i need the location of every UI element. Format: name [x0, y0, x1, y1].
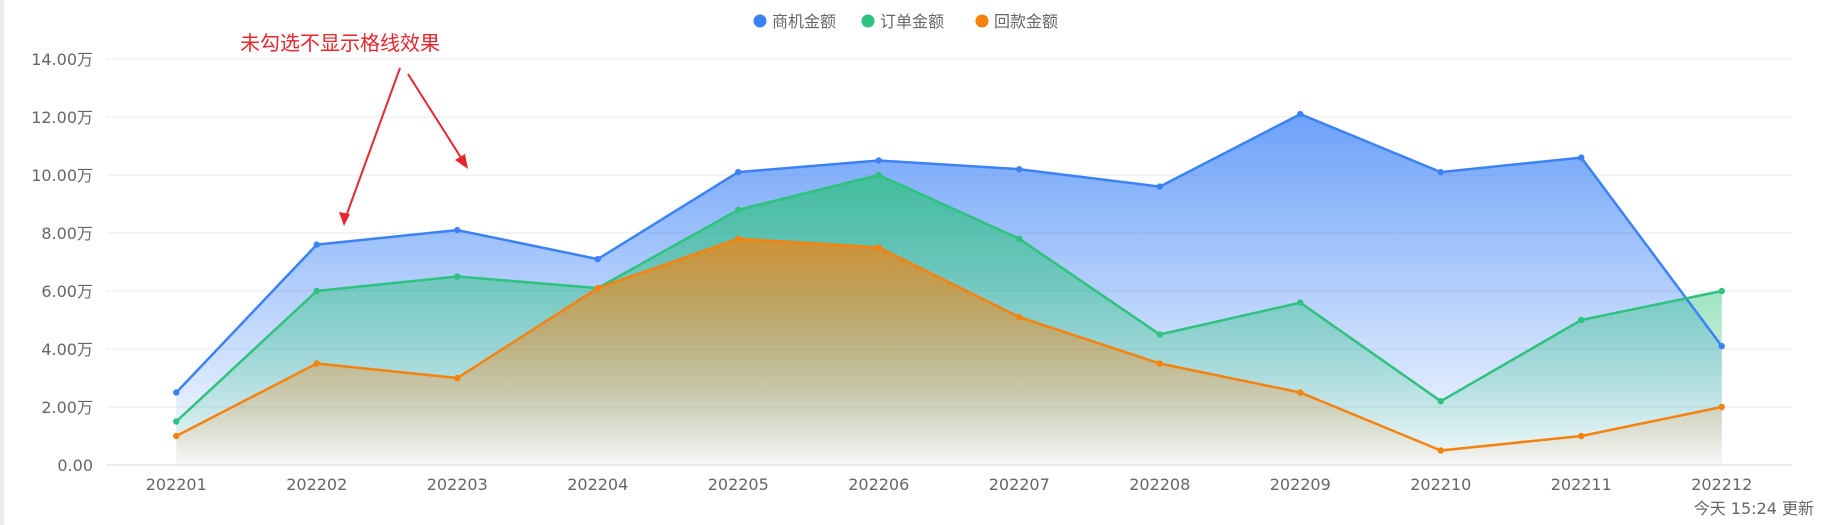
data-point[interactable] [1016, 166, 1023, 173]
data-point[interactable] [1437, 447, 1444, 454]
data-point[interactable] [875, 171, 882, 179]
y-tick-label: 14.00万 [31, 50, 93, 69]
left-edge-strip [0, 0, 4, 525]
legend: 商机金额 订单金额 回款金额 [753, 12, 1059, 31]
data-point[interactable] [454, 374, 461, 382]
data-point[interactable] [173, 432, 180, 440]
data-point[interactable] [1297, 389, 1304, 396]
data-point[interactable] [1156, 183, 1163, 190]
series-line [175, 237, 1723, 452]
y-tick-label: 2.00万 [41, 398, 93, 417]
data-point[interactable] [1437, 168, 1444, 176]
x-axis-ticks: 202201 202202 202203 202204 202205 202206 2022… [146, 475, 1753, 494]
x-tick-label: 202209 [1270, 475, 1331, 494]
data-point[interactable] [1016, 235, 1023, 242]
data-point[interactable] [454, 273, 461, 280]
legend-marker [975, 14, 989, 28]
data-point[interactable] [735, 235, 742, 242]
data-point[interactable] [173, 418, 180, 425]
x-tick-label: 202206 [848, 475, 909, 494]
data-point[interactable] [454, 226, 461, 234]
x-tick-label: 202212 [1691, 475, 1752, 494]
series-area [176, 238, 1722, 465]
data-point[interactable] [594, 284, 601, 292]
data-point[interactable] [1578, 432, 1585, 440]
y-tick-label: 0.00 [57, 456, 93, 475]
annotation-arrow-right [407, 73, 466, 165]
series-line [175, 173, 1723, 423]
y-tick-label: 6.00万 [41, 282, 93, 301]
annotation-text: 未勾选不显示格线效果 [240, 31, 440, 55]
y-tick-label: 12.00万 [31, 108, 93, 127]
y-axis-ticks: 0.00 2.00万 4.00万 6.00万 8.00万 10.00万 12.00万 14.0… [31, 50, 93, 475]
x-tick-label: 202208 [1129, 475, 1190, 494]
data-point[interactable] [1578, 316, 1585, 324]
x-tick-label: 202210 [1410, 475, 1471, 494]
data-point[interactable] [1297, 299, 1304, 306]
annotation-arrow-left [343, 67, 401, 223]
data-point[interactable] [1437, 398, 1444, 405]
data-point[interactable] [875, 244, 882, 251]
data-point[interactable] [313, 287, 320, 295]
data-point[interactable] [1718, 287, 1725, 295]
x-tick-label: 202202 [286, 475, 347, 494]
y-tick-label: 4.00万 [41, 340, 93, 359]
legend-marker [861, 14, 875, 28]
data-point[interactable] [1297, 110, 1304, 118]
x-tick-label: 202211 [1551, 475, 1612, 494]
legend-marker [753, 14, 767, 28]
legend-item[interactable]: 订单金额 [861, 12, 945, 31]
data-point[interactable] [594, 255, 601, 263]
area-layer [176, 114, 1722, 465]
y-tick-label: 8.00万 [41, 224, 93, 243]
legend-label: 订单金额 [880, 12, 944, 31]
data-point[interactable] [1578, 154, 1585, 161]
data-point[interactable] [1718, 342, 1725, 350]
data-point[interactable] [313, 360, 320, 367]
point-layer [173, 110, 1725, 454]
annotation: 未勾选不显示格线效果 [240, 31, 468, 226]
data-point[interactable] [735, 168, 742, 176]
y-tick-label: 10.00万 [31, 166, 93, 185]
annotation-arrowhead-left [339, 212, 350, 226]
data-point[interactable] [1016, 313, 1023, 321]
x-tick-label: 202201 [146, 475, 207, 494]
x-tick-label: 202204 [567, 475, 628, 494]
legend-item[interactable]: 商机金额 [753, 12, 837, 31]
data-point[interactable] [1156, 360, 1163, 367]
update-timestamp: 今天 15:24 更新 [1694, 499, 1814, 518]
annotation-arrowhead-right [455, 154, 468, 169]
legend-item[interactable]: 回款金额 [975, 12, 1059, 31]
x-tick-label: 202205 [708, 475, 769, 494]
data-point[interactable] [735, 206, 742, 213]
legend-label: 商机金额 [772, 12, 836, 31]
data-point[interactable] [875, 157, 882, 164]
data-point[interactable] [1718, 403, 1725, 411]
legend-label: 回款金额 [994, 12, 1058, 31]
data-point[interactable] [1156, 331, 1163, 338]
x-tick-label: 202203 [427, 475, 488, 494]
series-line [175, 112, 1723, 394]
data-point[interactable] [173, 389, 180, 396]
data-point[interactable] [313, 241, 320, 248]
x-tick-label: 202207 [989, 475, 1050, 494]
line-layer [175, 112, 1723, 452]
